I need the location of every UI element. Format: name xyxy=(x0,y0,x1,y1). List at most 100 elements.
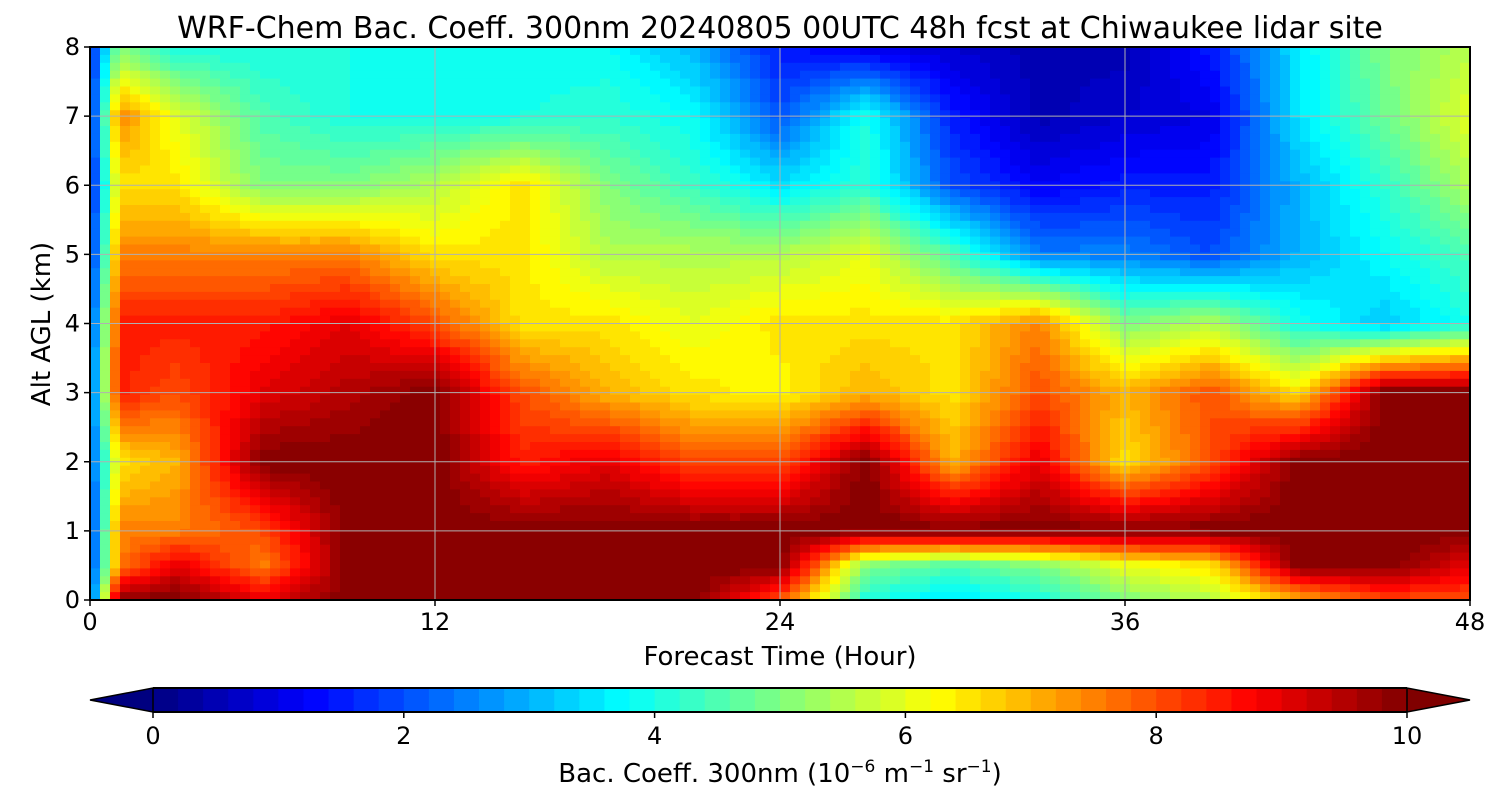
contour-cell xyxy=(570,165,581,174)
contour-cell xyxy=(90,489,101,498)
contour-cell xyxy=(790,86,801,95)
contour-cell xyxy=(140,126,151,135)
contour-cell xyxy=(340,584,351,593)
contour-cell xyxy=(560,205,571,214)
contour-cell xyxy=(390,197,401,206)
contour-cell xyxy=(170,244,181,253)
contour-cell xyxy=(690,197,701,206)
contour-cell xyxy=(310,47,321,56)
contour-cell xyxy=(740,284,751,293)
contour-cell xyxy=(630,339,641,348)
contour-cell xyxy=(190,110,201,119)
contour-cell xyxy=(760,442,771,451)
contour-cell xyxy=(390,284,401,293)
contour-cell xyxy=(730,481,741,490)
contour-cell xyxy=(530,189,541,198)
contour-cell xyxy=(310,102,321,111)
contour-cell xyxy=(480,418,491,427)
contour-cell xyxy=(600,212,611,222)
contour-cell xyxy=(370,197,381,206)
contour-cell xyxy=(190,260,201,269)
contour-cell xyxy=(340,418,351,427)
contour-cell xyxy=(90,149,101,159)
contour-cell xyxy=(150,307,161,317)
contour-cell xyxy=(400,544,411,554)
contour-cell xyxy=(320,521,331,530)
contour-cell xyxy=(130,94,141,103)
contour-cell xyxy=(150,347,161,356)
contour-cell xyxy=(160,189,171,198)
contour-cell xyxy=(230,592,241,601)
contour-cell xyxy=(300,54,311,64)
contour-cell xyxy=(700,189,711,198)
contour-cell xyxy=(540,260,551,269)
contour-cell xyxy=(530,370,541,380)
contour-cell xyxy=(720,291,731,301)
contour-cell xyxy=(590,465,601,475)
contour-cell xyxy=(730,434,741,443)
contour-cell xyxy=(310,434,321,443)
contour-cell xyxy=(190,347,201,356)
contour-cell xyxy=(100,62,111,72)
contour-cell xyxy=(170,394,181,404)
contour-cell xyxy=(560,173,571,182)
contour-cell xyxy=(450,473,461,483)
contour-cell xyxy=(790,205,801,214)
contour-cell xyxy=(730,489,741,498)
contour-cell xyxy=(370,465,381,475)
contour-cell xyxy=(460,149,471,159)
contour-cell xyxy=(460,402,471,411)
contour-cell xyxy=(160,78,171,88)
contour-cell xyxy=(560,315,571,325)
contour-cell xyxy=(150,505,161,514)
contour-cell xyxy=(340,473,351,483)
contour-cell xyxy=(650,197,661,206)
contour-cell xyxy=(510,86,521,95)
contour-cell xyxy=(610,212,621,222)
contour-cell xyxy=(520,133,531,143)
contour-cell xyxy=(480,521,491,530)
contour-cell xyxy=(470,276,481,285)
contour-cell xyxy=(620,228,631,238)
contour-cell xyxy=(180,584,191,593)
contour-cell xyxy=(240,449,251,459)
contour-cell xyxy=(760,291,771,301)
contour-cell xyxy=(680,331,691,340)
contour-cell xyxy=(550,62,561,72)
contour-cell xyxy=(450,426,461,435)
contour-cell xyxy=(470,102,481,111)
contour-cell xyxy=(280,426,291,435)
contour-cell xyxy=(100,339,111,348)
contour-cell xyxy=(510,165,521,174)
contour-cell xyxy=(690,268,701,277)
contour-cell xyxy=(690,473,701,483)
contour-cell xyxy=(180,339,191,348)
contour-cell xyxy=(160,552,171,562)
contour-cell xyxy=(220,157,231,167)
contour-cell xyxy=(620,465,631,475)
contour-cell xyxy=(590,584,601,593)
contour-cell xyxy=(300,86,311,95)
contour-cell xyxy=(130,126,141,135)
contour-cell xyxy=(390,189,401,198)
contour-cell xyxy=(410,141,421,151)
contour-cell xyxy=(110,363,121,372)
contour-cell xyxy=(340,252,351,261)
contour-cell xyxy=(300,378,311,388)
contour-cell xyxy=(90,284,101,293)
contour-cell xyxy=(420,212,431,222)
contour-cell xyxy=(370,110,381,119)
contour-cell xyxy=(530,284,541,293)
contour-cell xyxy=(720,394,731,404)
contour-cell xyxy=(180,205,191,214)
contour-cell xyxy=(110,347,121,356)
contour-cell xyxy=(170,560,181,569)
contour-cell xyxy=(710,47,721,56)
contour-cell xyxy=(100,78,111,88)
contour-cell xyxy=(780,307,791,317)
contour-cell xyxy=(400,141,411,151)
contour-cell xyxy=(300,370,311,380)
contour-cell xyxy=(90,339,101,348)
contour-cell xyxy=(620,212,631,222)
contour-cell xyxy=(270,481,281,490)
